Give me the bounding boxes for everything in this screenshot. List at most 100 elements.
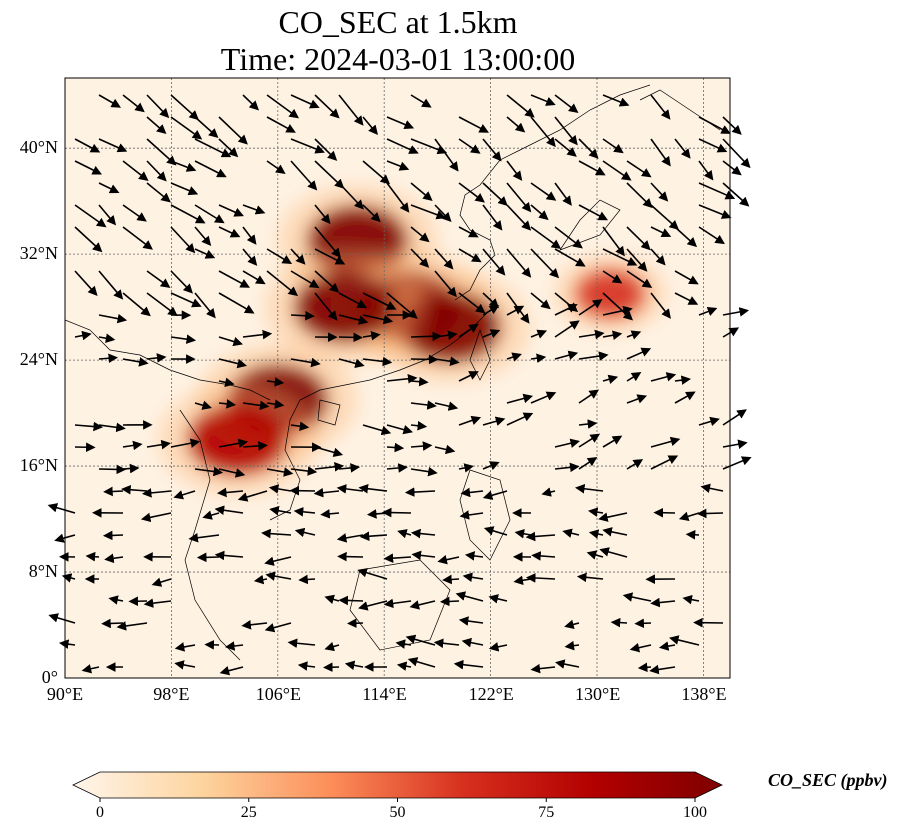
concentration-hotspot (294, 272, 395, 343)
wind-arrow (696, 508, 724, 519)
wind-arrow (338, 314, 369, 325)
wind-arrow (383, 553, 412, 563)
wind-arrow (634, 618, 652, 629)
wind-arrow (578, 456, 598, 470)
wind-arrow (578, 419, 598, 429)
wind-arrow (362, 314, 394, 325)
wind-arrow (578, 138, 599, 159)
wind-arrow (395, 639, 412, 649)
wind-arrow (103, 486, 124, 497)
wind-arrow (434, 270, 457, 298)
wind-arrow (482, 138, 502, 162)
wind-arrow (482, 329, 501, 339)
wind-arrow (530, 663, 556, 674)
wind-arrow (410, 400, 437, 410)
wind-arrow (700, 483, 724, 493)
wind-arrow (122, 292, 151, 317)
wind-arrow (242, 226, 257, 245)
wind-arrow (265, 571, 292, 581)
wind-arrow (146, 182, 171, 203)
wind-arrow (146, 160, 167, 182)
wind-arrow (173, 490, 196, 500)
wind-arrow (294, 527, 316, 538)
wind-arrow (122, 463, 140, 474)
wind-arrow (433, 638, 460, 649)
wind-arrow (54, 533, 76, 543)
wind-arrow (101, 618, 124, 629)
wind-arrow (261, 528, 292, 539)
wind-arrow (290, 310, 315, 321)
wind-arrow (362, 292, 397, 310)
wind-arrow (338, 595, 364, 606)
wind-arrow (404, 487, 436, 497)
wind-arrow (674, 391, 696, 404)
wind-arrow (434, 444, 456, 455)
wind-arrow (410, 420, 428, 431)
wind-arrow (122, 440, 143, 451)
wind-arrow (324, 641, 340, 652)
wind-arrow (442, 574, 460, 585)
wind-arrow (722, 116, 742, 135)
wind-arrow (598, 512, 628, 522)
wind-arrow (530, 182, 557, 201)
wind-arrow (170, 160, 197, 172)
wind-arrow (458, 292, 486, 314)
wind-arrow (174, 660, 196, 670)
wind-arrow (678, 511, 700, 521)
lat-tick-label: 0° (41, 667, 58, 687)
wind-arrow (722, 409, 747, 426)
wind-arrow (297, 661, 316, 671)
wind-arrow (506, 305, 525, 316)
wind-arrow (410, 138, 448, 155)
wind-arrow (194, 248, 216, 259)
wind-arrow (287, 638, 316, 649)
wind-arrow (194, 116, 219, 139)
wind-arrow (338, 463, 361, 473)
wind-arrow (410, 94, 432, 108)
wind-arrow (146, 353, 167, 363)
wind-arrow (170, 292, 202, 308)
wind-arrow (313, 487, 340, 498)
colorbar-tick-label: 25 (240, 804, 257, 821)
wind-arrow (174, 642, 196, 652)
wind-vectors (47, 94, 752, 676)
wind-arrow (170, 204, 206, 224)
wind-arrow (81, 664, 100, 674)
wind-arrow (410, 466, 438, 477)
wind-arrow (555, 659, 580, 669)
wind-arrow (482, 182, 508, 207)
wind-arrow (290, 270, 320, 289)
wind-arrow (98, 182, 120, 194)
lon-tick-label: 98°E (153, 684, 190, 704)
wind-arrow (381, 507, 412, 518)
wind-arrow (98, 313, 128, 324)
wind-arrow (298, 574, 316, 585)
wind-arrow (650, 597, 676, 608)
wind-arrow (626, 347, 652, 360)
wind-arrow (506, 160, 523, 181)
wind-arrow (218, 358, 248, 369)
wind-arrow (146, 270, 171, 288)
wind-arrow (386, 463, 408, 473)
wind-arrow (290, 94, 320, 109)
wind-arrow (602, 527, 628, 537)
wind-arrow (362, 160, 391, 185)
wind-arrow (264, 556, 292, 566)
wind-arrow (698, 138, 728, 153)
wind-arrow (410, 441, 433, 451)
wind-arrow (482, 204, 503, 231)
wind-arrow (242, 270, 266, 285)
wind-arrow (194, 466, 224, 477)
wind-arrow (461, 637, 484, 648)
wind-arrow (98, 464, 127, 475)
wind-arrow (554, 350, 579, 360)
wind-arrow (218, 468, 246, 478)
plot-title-line2: Time: 2024-03-01 13:00:00 (220, 41, 576, 77)
wind-arrow (506, 116, 526, 133)
wind-arrow (98, 353, 119, 364)
wind-arrow (396, 661, 412, 671)
wind-arrow (266, 94, 300, 119)
lon-tick-label: 114°E (362, 684, 407, 704)
wind-arrow (98, 333, 116, 343)
wind-arrow (410, 182, 433, 201)
